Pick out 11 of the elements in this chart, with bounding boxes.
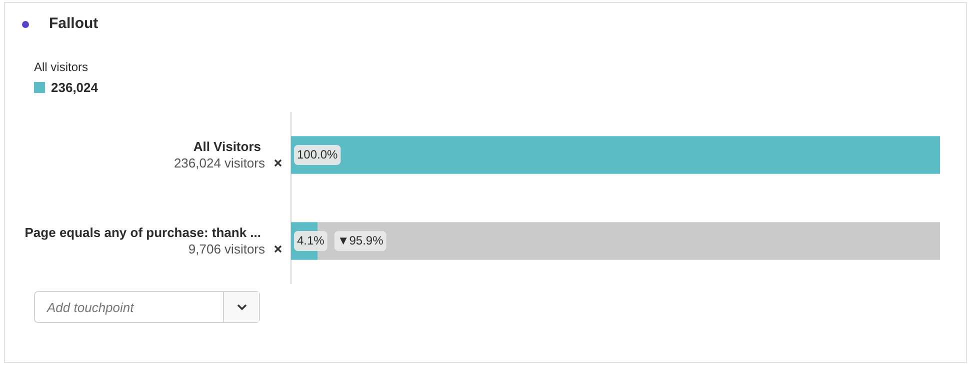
- legend-label: 236,024: [51, 80, 98, 95]
- touchpoint-field: Add touchpoint: [34, 291, 260, 323]
- text: 236,024 visitors: [174, 156, 266, 171]
- data-label: ▼95.9%: [337, 233, 384, 248]
- legend-title: All visitors: [34, 60, 90, 74]
- data-label: 4.1%: [297, 233, 325, 248]
- y-tick-label: All Visitors: [193, 138, 261, 154]
- data-label: 100.0%: [297, 147, 338, 162]
- text: Fallout: [49, 15, 98, 32]
- y-tick-label: Page equals any of purchase: thank ...: [24, 224, 261, 240]
- text: 9,706 visitors: [188, 242, 266, 257]
